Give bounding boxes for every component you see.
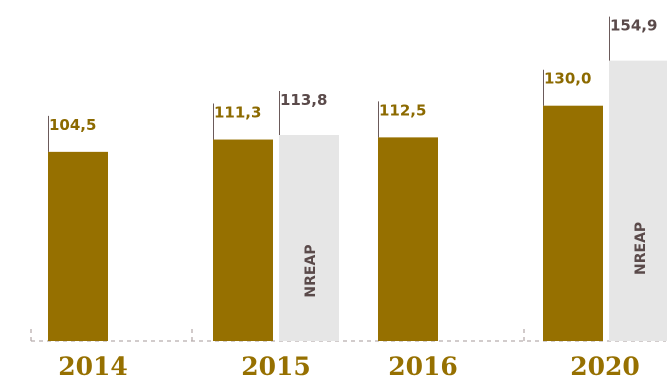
category-label-2016: 2016 xyxy=(388,352,458,377)
value-label-2016-actual: 112,5 xyxy=(379,101,426,119)
category-label-2014: 2014 xyxy=(58,352,128,377)
category-label-2020: 2020 xyxy=(570,352,640,377)
bar-2020-nreap xyxy=(609,60,667,341)
value-label-2015-actual: 111,3 xyxy=(214,104,261,122)
bar-2016-actual xyxy=(378,137,438,341)
bar-2015-actual xyxy=(213,139,273,341)
value-label-2020-nreap: 154,9 xyxy=(610,17,657,35)
nreap-inner-label-2020: NREAP xyxy=(633,222,649,275)
bar-2020-actual xyxy=(543,105,603,341)
bar-2015-nreap xyxy=(279,135,339,341)
nreap-inner-label-2015: NREAP xyxy=(303,244,319,297)
value-label-2020-actual: 130,0 xyxy=(544,70,591,88)
value-label-2014-actual: 104,5 xyxy=(49,116,96,134)
bar-2014-actual xyxy=(48,151,108,341)
value-label-2015-nreap: 113,8 xyxy=(280,91,327,109)
category-label-2015: 2015 xyxy=(241,352,311,377)
